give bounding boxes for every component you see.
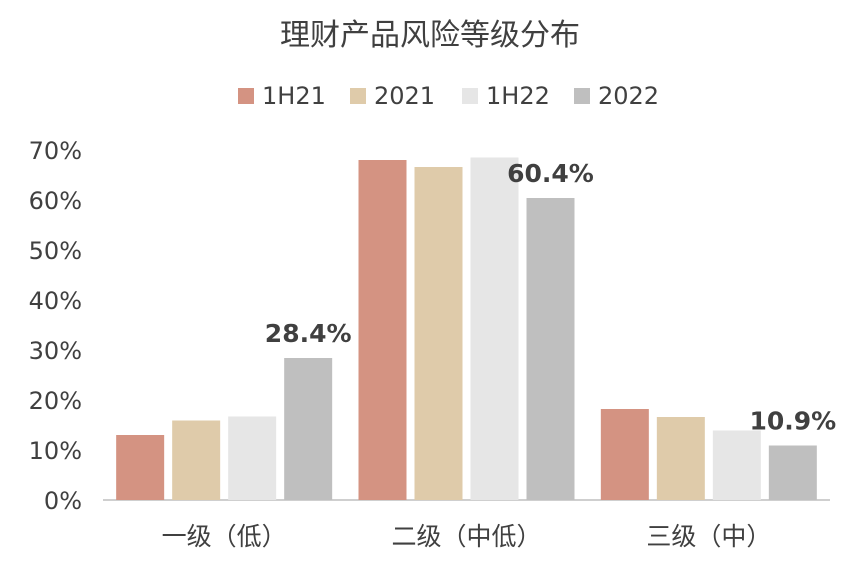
bar-2022-cat0 (284, 358, 333, 500)
x-category-label: 一级（低） (162, 522, 287, 551)
bar-2021-cat1 (414, 167, 463, 500)
y-tick-label: 40% (29, 287, 82, 315)
data-label: 10.9% (749, 407, 836, 436)
x-category-label: 三级（中） (646, 522, 771, 551)
data-labels: 28.4% 60.4% 10.9% (265, 159, 836, 436)
x-axis: 一级（低） 二级（中低） 三级（中） (103, 499, 830, 551)
legend-swatch-2021 (350, 88, 366, 104)
bar-2022-cat2 (768, 445, 817, 500)
legend-label-1h21: 1H21 (262, 82, 326, 110)
legend-swatch-1h21 (238, 88, 254, 104)
chart-title: 理财产品风险等级分布 (280, 18, 580, 53)
y-tick-label: 0% (44, 487, 82, 515)
bar-2021-cat2 (656, 417, 705, 500)
legend: 1H21 2021 1H22 2022 (238, 82, 659, 110)
bars (116, 157, 817, 500)
y-tick-label: 50% (29, 237, 82, 265)
data-label: 28.4% (265, 319, 352, 348)
bar-1h21-cat2 (600, 409, 649, 500)
bar-1h21-cat0 (116, 435, 165, 500)
bar-1h22-cat0 (228, 416, 277, 500)
legend-label-2022: 2022 (598, 82, 659, 110)
y-tick-label: 20% (29, 387, 82, 415)
y-tick-label: 10% (29, 437, 82, 465)
y-tick-label: 60% (29, 187, 82, 215)
x-category-label: 二级（中低） (391, 522, 541, 551)
y-tick-label: 30% (29, 337, 82, 365)
legend-swatch-1h22 (462, 88, 478, 104)
bar-1h22-cat1 (470, 157, 519, 500)
legend-swatch-2022 (574, 88, 590, 104)
legend-label-2021: 2021 (374, 82, 435, 110)
y-axis: 0% 10% 20% 30% 40% 50% 60% 70% (29, 137, 82, 515)
y-tick-label: 70% (29, 137, 82, 165)
bar-2022-cat1 (526, 198, 575, 500)
bar-1h21-cat1 (358, 160, 407, 500)
data-label: 60.4% (507, 159, 594, 188)
bar-1h22-cat2 (712, 430, 761, 500)
legend-label-1h22: 1H22 (486, 82, 550, 110)
bar-2021-cat0 (172, 420, 221, 500)
